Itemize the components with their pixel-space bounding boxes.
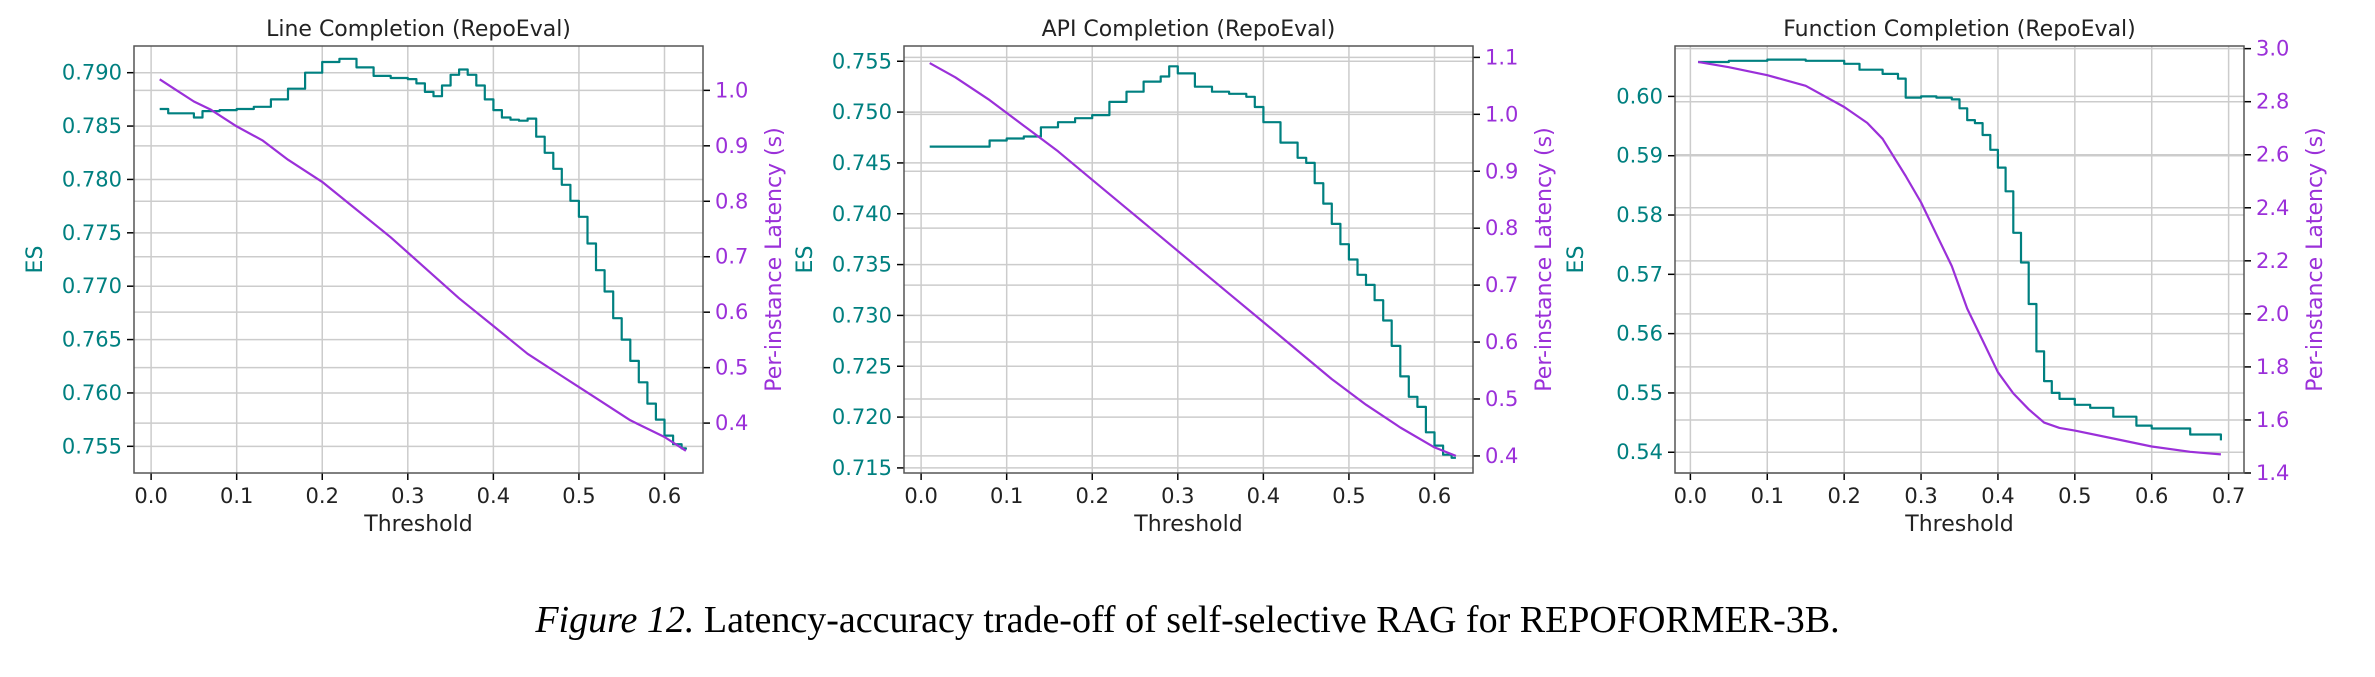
y2-tick-label: 2.6	[2256, 143, 2289, 167]
y-tick-label: 0.760	[62, 381, 122, 405]
y2-tick-label: 0.7	[715, 245, 748, 269]
plot-frame	[903, 45, 1474, 474]
y-axis-label: ES	[1564, 246, 1589, 274]
y-tick-label: 0.57	[1616, 262, 1663, 286]
caption-text: Latency-accuracy trade-off of self-selec…	[703, 599, 1840, 641]
x-tick-label: 0.0	[904, 484, 937, 508]
y-tick-label: 0.60	[1616, 84, 1663, 108]
x-tick-label: 0.4	[1247, 484, 1280, 508]
x-tick-label: 0.1	[220, 484, 253, 508]
x-tick-label: 0.1	[1751, 484, 1784, 508]
latency-series-line	[159, 78, 687, 452]
y2-tick-label: 0.6	[1485, 330, 1518, 354]
y-tick-label: 0.715	[832, 456, 892, 480]
y2-tick-label: 1.0	[715, 78, 748, 102]
y-tick-label: 0.54	[1616, 440, 1663, 464]
x-tick-label: 0.1	[990, 484, 1023, 508]
x-tick-label: 0.3	[1904, 484, 1937, 508]
y2-tick-label: 0.8	[1485, 216, 1518, 240]
y2-tick-label: 2.2	[2256, 249, 2289, 273]
y2-tick-label: 0.5	[1485, 387, 1518, 411]
y2-tick-label: 1.6	[2256, 408, 2289, 432]
y2-axis-label: Per-instance Latency (s)	[1532, 127, 1557, 391]
y-tick-label: 0.59	[1616, 144, 1663, 168]
y-axis-label: ES	[793, 246, 818, 274]
chart-panel-2: 0.0 0.1 0.2 0.3 0.4 0.5 0.6 0.715 0.720 0.725 0.73…	[793, 17, 1557, 537]
x-axis-label: Threshold	[1133, 512, 1242, 537]
es-series-line	[1698, 58, 2222, 441]
x-axis-label: Threshold	[1904, 512, 2013, 537]
y-tick-label: 0.755	[832, 49, 892, 73]
y-axis-label: ES	[23, 246, 48, 274]
y2-tick-label: 0.5	[715, 356, 748, 380]
chart-title: Line Completion (RepoEval)	[266, 17, 571, 42]
y-tick-label: 0.765	[62, 328, 122, 352]
y2-tick-label: 0.4	[1485, 444, 1518, 468]
y-tick-label: 0.735	[832, 253, 892, 277]
y-tick-label: 0.775	[62, 221, 122, 245]
y-tick-label: 0.58	[1616, 203, 1663, 227]
x-tick-label: 0.2	[306, 484, 339, 508]
y2-tick-label: 2.0	[2256, 302, 2289, 326]
x-tick-label: 0.5	[2058, 484, 2091, 508]
chart-panel-1: 0.0 0.1 0.2 0.3 0.4 0.5 0.6 0.755 0.760 0.765 0.77…	[23, 17, 787, 537]
y2-tick-label: 3.0	[2256, 37, 2289, 61]
x-tick-label: 0.6	[648, 484, 681, 508]
y2-axis-label: Per-instance Latency (s)	[2303, 127, 2328, 391]
chart-title: Function Completion (RepoEval)	[1783, 17, 2136, 42]
x-tick-label: 0.2	[1827, 484, 1860, 508]
y2-tick-label: 1.1	[1485, 45, 1518, 69]
x-tick-label: 0.7	[2212, 484, 2245, 508]
y-tick-label: 0.720	[832, 405, 892, 429]
latency-series-line	[1697, 60, 2221, 456]
x-tick-label: 0.3	[391, 484, 424, 508]
y-tick-label: 0.740	[832, 202, 892, 226]
y-tick-label: 0.785	[62, 114, 122, 138]
y2-tick-label: 0.9	[715, 134, 748, 158]
x-tick-label: 0.4	[477, 484, 510, 508]
y-tick-label: 0.755	[62, 434, 122, 458]
es-series-line	[929, 65, 1456, 459]
x-tick-label: 0.6	[2135, 484, 2168, 508]
x-tick-label: 0.5	[1332, 484, 1365, 508]
y-tick-label: 0.730	[832, 303, 892, 327]
x-tick-label: 0.4	[1981, 484, 2014, 508]
y2-tick-label: 0.6	[715, 300, 748, 324]
y2-tick-label: 0.8	[715, 189, 748, 213]
y-tick-label: 0.56	[1616, 322, 1663, 346]
y2-tick-label: 0.4	[715, 411, 748, 435]
latency-series-line	[929, 62, 1457, 457]
chart-title: API Completion (RepoEval)	[1042, 17, 1336, 42]
y-tick-label: 0.725	[832, 354, 892, 378]
plot-frame	[133, 45, 704, 474]
chart-panel-3: 0.0 0.1 0.2 0.3 0.4 0.5 0.6 0.7 0.54 0.55 0.56 0.57…	[1564, 17, 2328, 537]
figure-caption: Figure 12. Latency-accuracy trade-off of…	[0, 598, 2375, 642]
y2-tick-label: 0.7	[1485, 273, 1518, 297]
y-tick-label: 0.750	[832, 100, 892, 124]
x-tick-label: 0.2	[1076, 484, 1109, 508]
x-tick-label: 0.0	[134, 484, 167, 508]
x-tick-label: 0.3	[1161, 484, 1194, 508]
y2-axis-label: Per-instance Latency (s)	[762, 127, 787, 391]
es-series-line	[159, 57, 687, 450]
y2-tick-label: 2.8	[2256, 90, 2289, 114]
y2-tick-label: 1.0	[1485, 102, 1518, 126]
y2-tick-label: 2.4	[2256, 196, 2289, 220]
x-tick-label: 0.6	[1418, 484, 1451, 508]
y2-tick-label: 0.9	[1485, 159, 1518, 183]
y-tick-label: 0.770	[62, 274, 122, 298]
y-tick-label: 0.780	[62, 167, 122, 191]
plot-frame	[1674, 45, 2245, 474]
y-tick-label: 0.745	[832, 151, 892, 175]
y2-tick-label: 1.8	[2256, 355, 2289, 379]
y-tick-label: 0.790	[62, 61, 122, 85]
caption-label: Figure 12.	[535, 599, 695, 641]
x-tick-label: 0.0	[1674, 484, 1707, 508]
y-tick-label: 0.55	[1616, 381, 1663, 405]
x-axis-label: Threshold	[363, 512, 472, 537]
x-tick-label: 0.5	[562, 484, 595, 508]
y2-tick-label: 1.4	[2256, 461, 2289, 485]
